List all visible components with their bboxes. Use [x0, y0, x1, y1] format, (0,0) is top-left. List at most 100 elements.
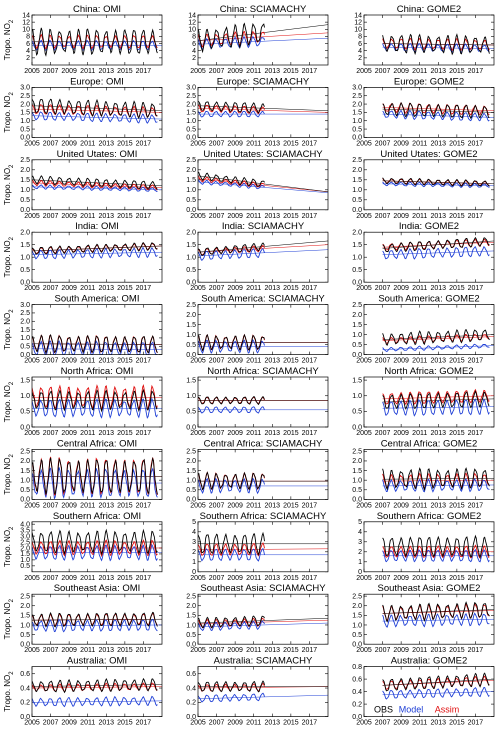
obs-trend-line	[382, 240, 494, 249]
y-tick-label: 0.5	[352, 197, 362, 204]
obs-trend-line	[382, 108, 494, 113]
x-tick-label: 2015	[117, 720, 133, 727]
model-trend-line	[198, 181, 328, 194]
x-tick-label: 2015	[283, 140, 299, 147]
y-tick-label: 1.0	[352, 255, 362, 262]
panel-title: Australia: OMI	[67, 656, 127, 667]
assim-series-line	[32, 179, 158, 191]
x-tick-label: 2015	[117, 430, 133, 437]
y-tick-label: 12	[188, 19, 196, 26]
y-tick-label: 0.5	[20, 197, 30, 204]
x-tick-label: 2017	[468, 358, 484, 365]
y-tick-label: 3.0	[20, 302, 30, 309]
x-tick-label: 2017	[136, 140, 152, 147]
plot-area	[198, 333, 328, 354]
y-tick-label: 2.5	[20, 449, 30, 456]
panel-title: South America: GOME2	[378, 294, 479, 305]
obs-series-line	[32, 27, 158, 57]
obs-series-line	[32, 611, 158, 628]
plot-area	[32, 98, 162, 124]
model-series-line	[198, 110, 265, 118]
y-tick-label: 0.5	[352, 487, 362, 494]
model-trend-line	[198, 694, 328, 699]
x-tick-label: 2013	[264, 213, 280, 220]
obs-series-line	[32, 333, 158, 355]
y-tick-label: 0.4	[20, 685, 30, 692]
y-tick-label: 3.0	[352, 85, 362, 92]
model-trend-line	[382, 406, 494, 409]
x-tick-label: 2013	[98, 68, 114, 75]
model-series-line	[32, 184, 158, 192]
panel-title: United Utates: SCIAMACHY	[203, 149, 323, 160]
x-tick-label: 2015	[117, 575, 133, 582]
obs-series-line	[382, 601, 490, 623]
y-tick-label: 2.0	[352, 312, 362, 319]
plot-area	[198, 171, 328, 194]
y-tick-label: 1.0	[20, 393, 30, 400]
x-tick-label: 2013	[430, 647, 446, 654]
x-tick-label: 2005	[24, 285, 40, 292]
x-tick-label: 2007	[43, 213, 59, 220]
x-tick-label: 2015	[283, 358, 299, 365]
x-tick-label: 2007	[375, 140, 391, 147]
x-tick-label: 2015	[449, 720, 465, 727]
x-tick-label: 2017	[468, 647, 484, 654]
x-tick-label: 2011	[412, 575, 427, 582]
x-tick-label: 2017	[468, 213, 484, 220]
x-tick-label: 2009	[61, 647, 77, 654]
x-tick-label: 2017	[468, 720, 484, 727]
obs-series-line	[382, 390, 490, 410]
x-tick-label: 2015	[283, 68, 299, 75]
obs-series-line	[198, 242, 265, 256]
y-tick-label: 0	[192, 569, 196, 576]
y-tick-label: 1.0	[20, 335, 30, 342]
y-tick-label: 2.0	[186, 603, 196, 610]
x-tick-label: 2009	[227, 285, 243, 292]
x-tick-label: 2007	[209, 575, 225, 582]
y-tick-label: 0.5	[186, 487, 196, 494]
plot-frame	[363, 87, 495, 138]
x-tick-label: 2017	[302, 285, 318, 292]
x-tick-label: 2005	[356, 213, 372, 220]
y-tick-label: 0.5	[186, 126, 196, 133]
y-tick-label: 2	[358, 55, 362, 62]
y-tick-label: 2.5	[186, 593, 196, 600]
y-axis-label: Tropo. NO2	[3, 92, 15, 133]
model-series-line	[382, 687, 490, 700]
x-tick-label: 2013	[264, 575, 280, 582]
y-tick-label: 3	[192, 539, 196, 546]
panel: South America: GOME2 0.0 0.5 1.0 1.5 2.0 2.5 20…	[352, 294, 495, 365]
x-tick-label: 2009	[61, 358, 77, 365]
x-tick-label: 2011	[246, 720, 261, 727]
plot-frame	[363, 593, 495, 645]
y-tick-label: 0.0	[20, 280, 30, 287]
panel-title: China: SCIAMACHY	[220, 4, 307, 15]
y-tick-label: 3	[358, 539, 362, 546]
x-tick-label: 2007	[43, 358, 59, 365]
x-tick-label: 2013	[430, 140, 446, 147]
panel: Central Africa: SCIAMACHY 0.0 0.5 1.0 1.5 2.0…	[186, 438, 329, 509]
x-tick-label: 2015	[449, 68, 465, 75]
obs-series-line	[382, 236, 490, 253]
x-tick-label: 2011	[246, 502, 261, 509]
x-tick-label: 2005	[190, 502, 206, 509]
x-tick-label: 2013	[430, 285, 446, 292]
panel: North Africa: OMI 0.0 0.5 1.0 1.5 2005 2007 200…	[3, 366, 163, 437]
plot-area	[382, 328, 494, 352]
x-tick-label: 2015	[449, 285, 465, 292]
x-tick-label: 2013	[264, 140, 280, 147]
x-tick-label: 2013	[264, 502, 280, 509]
x-tick-label: 2005	[190, 285, 206, 292]
panel-title: North Africa: GOME2	[384, 366, 473, 377]
obs-series-line	[198, 680, 265, 693]
x-tick-label: 2007	[43, 575, 59, 582]
y-tick-label: 1	[358, 559, 362, 566]
plot-frame	[197, 231, 329, 283]
model-series-line	[198, 406, 265, 414]
assim-trend-line	[382, 395, 494, 400]
plot-frame	[363, 304, 495, 355]
y-tick-label: 1.5	[20, 613, 30, 620]
